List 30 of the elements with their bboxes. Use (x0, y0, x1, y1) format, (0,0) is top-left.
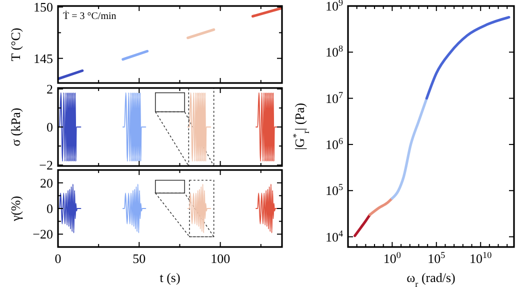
line-series (390, 97, 428, 200)
x-tick-label: 50 (132, 251, 146, 266)
y-tick-label: −2 (39, 158, 53, 173)
y-axis-title: γ(%) (8, 196, 23, 222)
y-tick-label: 10$^{4}$ (325, 228, 344, 244)
y-axis-title: σ (kPa) (8, 108, 23, 146)
y-tick-label: 2 (46, 81, 53, 96)
x-tick-label: 10$^{10}$ (470, 250, 492, 266)
y-tick-label: 10$^{6}$ (325, 136, 344, 152)
y-axis-title: T (°C) (8, 28, 23, 62)
y-tick-label: 0 (46, 201, 53, 216)
y-tick-label: 0 (46, 120, 53, 134)
x-tick-label: 10$^{0}$ (383, 250, 402, 266)
y-tick-label: 10$^{5}$ (325, 182, 344, 198)
line-series (354, 213, 372, 238)
line-series (256, 184, 280, 234)
line-series (187, 184, 212, 234)
y-tick-label: 10$^{8}$ (325, 44, 344, 60)
y-tick-label: 20 (40, 175, 53, 190)
annotation: Ṫ = 3 °C/min (63, 10, 116, 22)
x-axis-title: ω$_{r}$ (rad/s) (406, 270, 456, 287)
line-series (58, 184, 82, 234)
x-axis-title: t (s) (160, 270, 180, 285)
y-tick-label: −20 (32, 226, 53, 242)
y-tick-label: 150 (34, 0, 53, 15)
y-tick-label: 10$^{7}$ (325, 90, 344, 106)
line-series (122, 184, 146, 234)
x-tick-label: 10$^{5}$ (428, 250, 446, 266)
y-tick-label: 145 (34, 50, 53, 66)
x-tick-label: 100 (210, 251, 230, 266)
